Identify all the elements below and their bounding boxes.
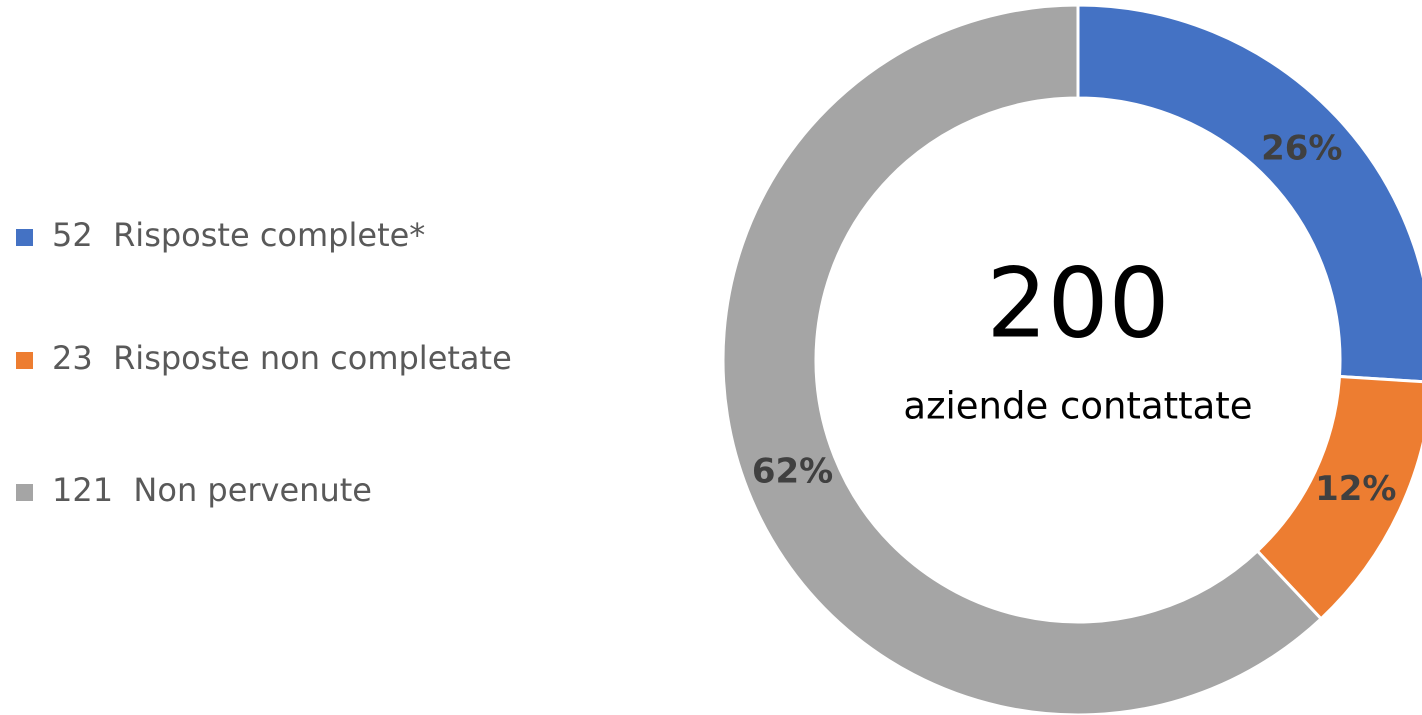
legend-label: 121 Non pervenute [52, 471, 372, 509]
donut-slice [721, 3, 1324, 715]
data-label: 62% [752, 452, 833, 492]
data-label: 26% [1261, 128, 1342, 168]
legend-item: 52 Risposte complete* [16, 216, 425, 254]
donut-slice [1076, 3, 1422, 384]
legend-label: 52 Risposte complete* [52, 216, 425, 254]
legend-swatch [16, 484, 33, 501]
legend-label: 23 Risposte non completate [52, 339, 512, 377]
center-value: 200 [986, 247, 1169, 359]
data-label: 12% [1315, 469, 1396, 509]
legend-swatch [16, 352, 33, 369]
legend-swatch [16, 229, 33, 246]
legend-item: 121 Non pervenute [16, 471, 372, 509]
center-label: aziende contattate [903, 385, 1252, 428]
legend-item: 23 Risposte non completate [16, 339, 512, 377]
